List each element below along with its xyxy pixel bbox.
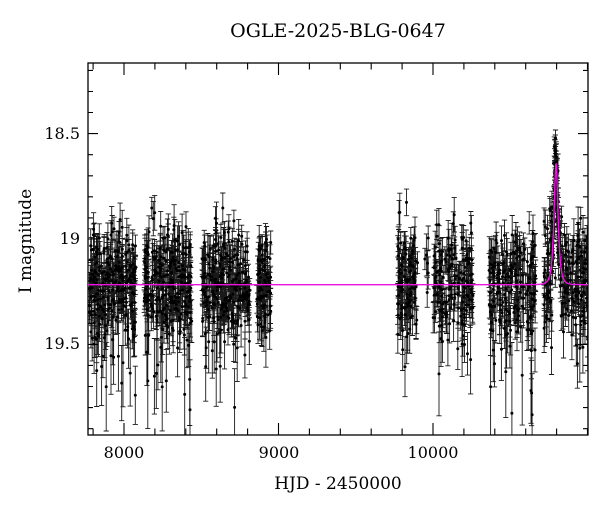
y-tick-label: 18.5 xyxy=(44,124,80,143)
x-axis-label: HJD - 2450000 xyxy=(274,474,402,494)
y-tick-label: 19.5 xyxy=(44,334,80,353)
x-tick-label: 10000 xyxy=(407,443,459,462)
photometry-points xyxy=(88,136,588,417)
microlensing-model-curve xyxy=(88,163,588,286)
x-tick-label: 9000 xyxy=(258,443,300,462)
chart-title: OGLE-2025-BLG-0647 xyxy=(230,20,446,42)
x-tick-label: 8000 xyxy=(103,443,145,462)
y-tick-label: 19 xyxy=(59,229,80,248)
